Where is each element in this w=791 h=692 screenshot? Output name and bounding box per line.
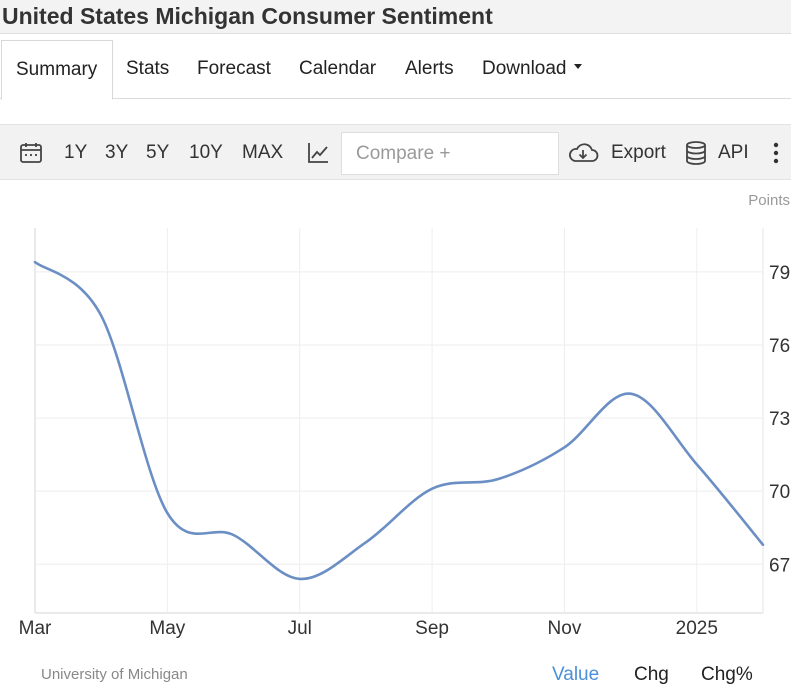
database-icon[interactable] — [683, 125, 709, 181]
range-1y[interactable]: 1Y — [64, 142, 88, 163]
data-point — [298, 578, 301, 581]
data-point — [166, 512, 169, 515]
data-point — [431, 487, 434, 490]
series-line — [33, 260, 765, 581]
y-tick-label: 73 — [769, 409, 790, 430]
data-point — [696, 463, 699, 466]
chart-toolbar: 1Y 3Y 5Y 10Y MAX Export API — [0, 124, 791, 180]
x-tick-label: Jul — [288, 618, 312, 639]
range-3y[interactable]: 3Y — [105, 142, 129, 163]
y-tick-label: 79 — [769, 263, 790, 284]
y-axis: 67 70 73 76 79 — [769, 263, 790, 576]
source-label: University of Michigan — [41, 666, 188, 683]
data-point — [232, 534, 235, 537]
x-tick-label: Sep — [415, 618, 449, 639]
title-bar: United States Michigan Consumer Sentimen… — [0, 0, 791, 34]
data-point — [365, 541, 368, 544]
x-tick-label: May — [149, 618, 185, 639]
range-max[interactable]: MAX — [242, 142, 284, 163]
chg-button[interactable]: Chg — [634, 664, 669, 685]
chart-grid — [34, 228, 764, 614]
more-vertical-icon[interactable] — [768, 125, 784, 181]
value-button[interactable]: Value — [552, 664, 600, 685]
range-5y[interactable]: 5Y — [146, 142, 170, 163]
y-axis-unit-label: Points — [748, 192, 790, 209]
data-point — [34, 261, 37, 264]
x-tick-label: Nov — [548, 618, 582, 639]
api-button[interactable]: API — [718, 142, 749, 163]
tab-calendar[interactable]: Calendar — [299, 58, 377, 79]
tab-forecast[interactable]: Forecast — [197, 58, 271, 79]
tab-bar: Summary Stats Forecast Calendar Alerts D… — [0, 40, 791, 100]
range-10y[interactable]: 10Y — [189, 142, 223, 163]
tab-download-label: Download — [482, 58, 567, 79]
x-tick-label: Mar — [19, 618, 52, 639]
page-title: United States Michigan Consumer Sentimen… — [2, 3, 493, 29]
tab-download[interactable]: Download — [482, 40, 582, 99]
x-tick-label: 2025 — [676, 618, 718, 639]
chart-series — [33, 260, 765, 581]
cloud-download-icon[interactable] — [566, 125, 600, 181]
chg-percent-button[interactable]: Chg% — [701, 664, 753, 685]
data-point — [762, 543, 765, 546]
calendar-icon[interactable] — [17, 125, 45, 181]
x-axis: Mar May Jul Sep Nov 2025 — [19, 618, 718, 639]
y-tick-label: 67 — [769, 555, 790, 576]
line-chart-icon[interactable] — [304, 125, 332, 181]
tab-stats[interactable]: Stats — [126, 58, 170, 79]
y-tick-label: 70 — [769, 482, 790, 503]
tab-alerts[interactable]: Alerts — [405, 58, 454, 79]
data-point — [497, 478, 500, 481]
export-button[interactable]: Export — [611, 142, 666, 163]
y-tick-label: 76 — [769, 336, 790, 357]
caret-down-icon — [573, 64, 582, 70]
compare-input[interactable] — [341, 132, 559, 175]
data-point — [563, 446, 566, 449]
tab-summary[interactable]: Summary — [1, 40, 113, 100]
data-point — [629, 392, 632, 395]
data-point — [100, 314, 103, 317]
